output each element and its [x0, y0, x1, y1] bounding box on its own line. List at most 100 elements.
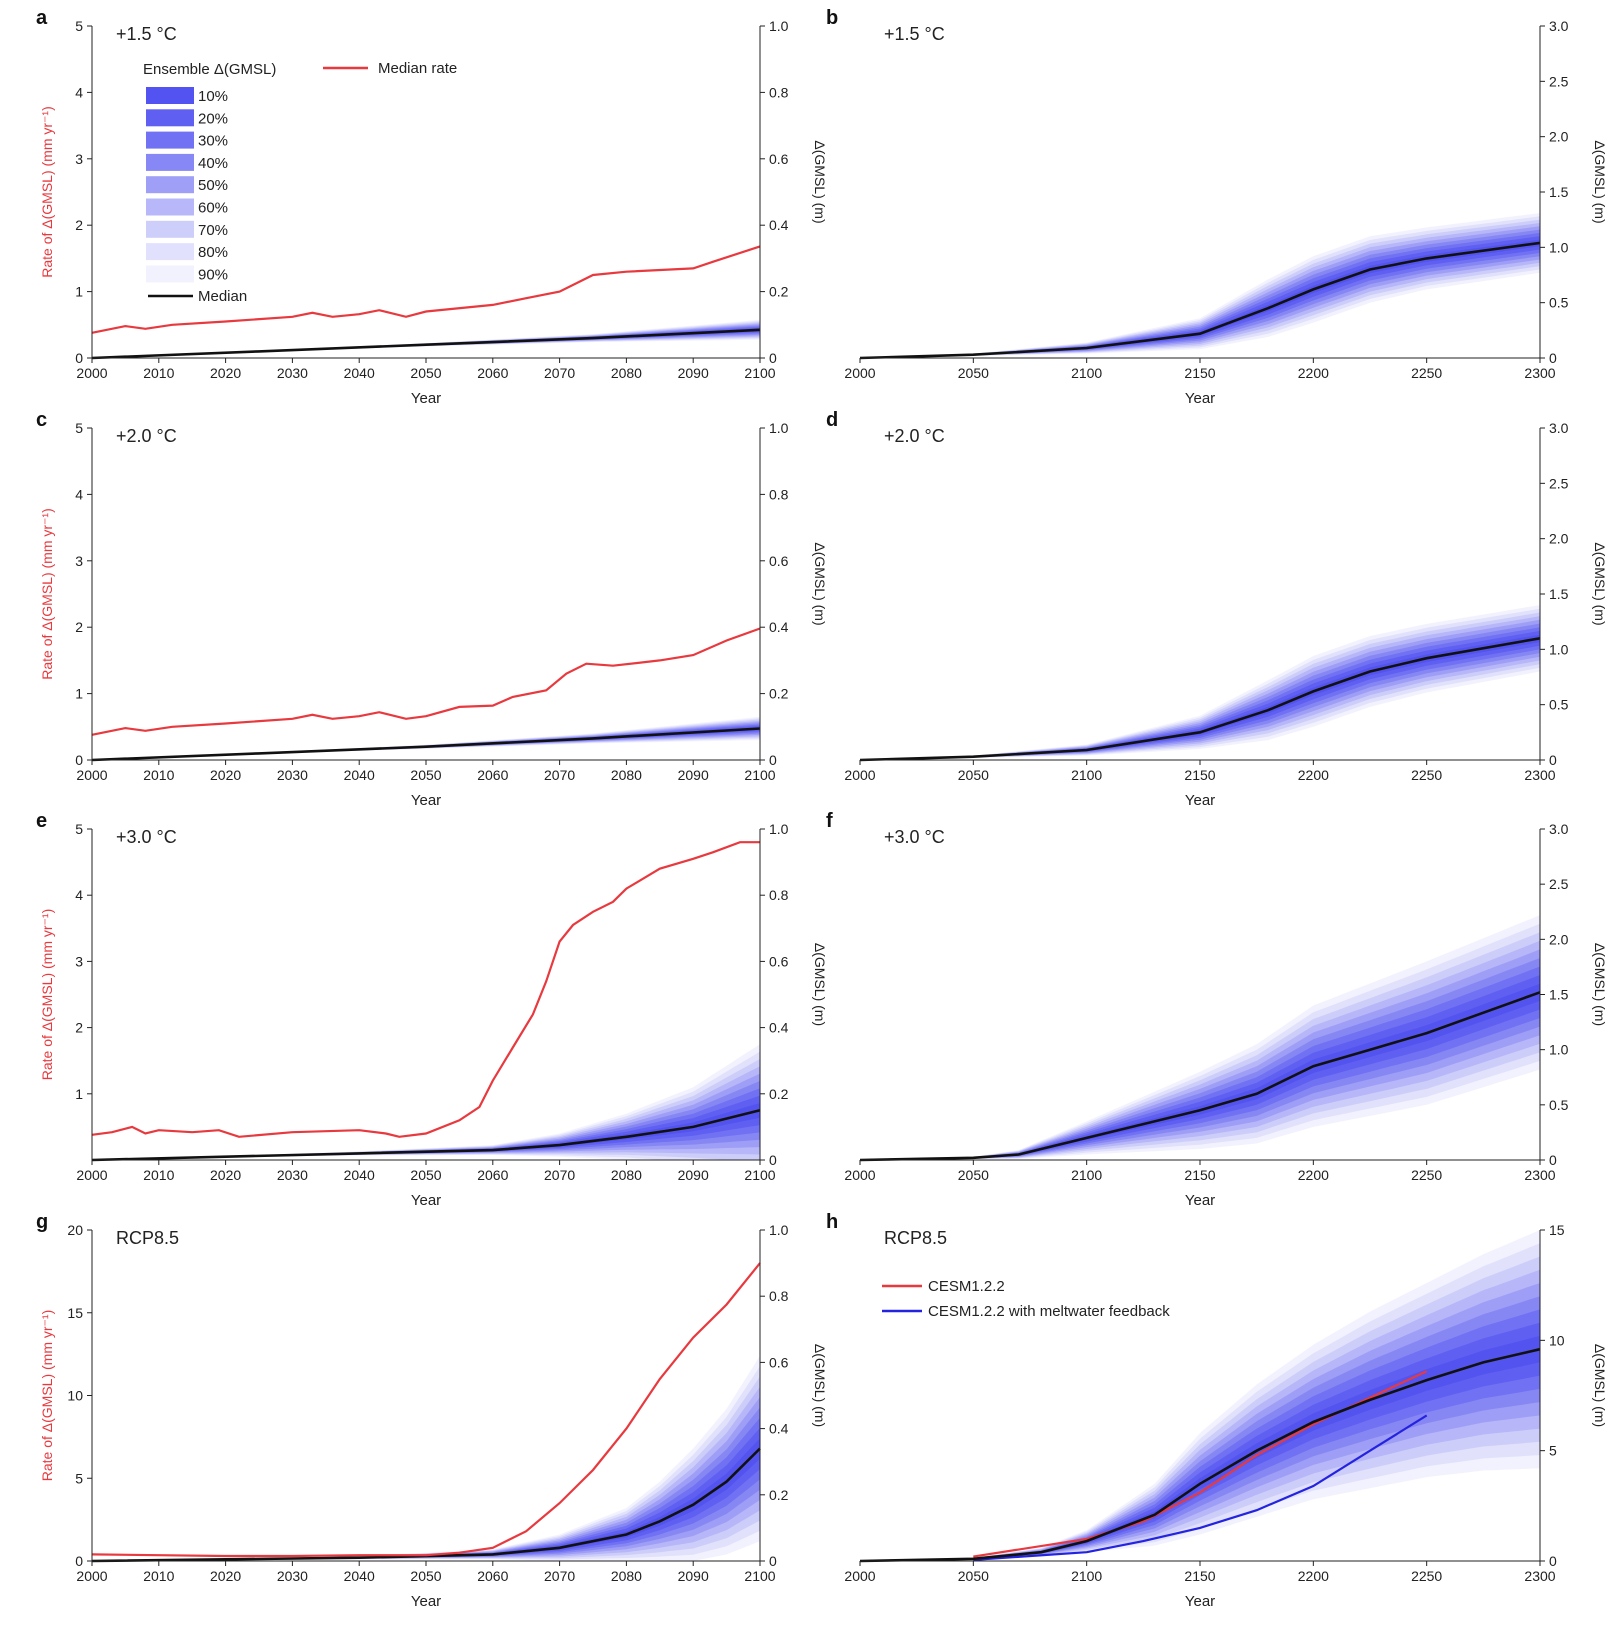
band-40pct: [860, 623, 1540, 760]
panel-letter: g: [36, 1211, 48, 1233]
band-90pct: [92, 319, 760, 358]
y2-tick-label: 15: [1549, 1222, 1565, 1238]
x-tick-label: 2090: [678, 365, 709, 381]
x-tick-label: 2030: [277, 1167, 308, 1183]
band-60pct: [92, 1066, 760, 1160]
band-70pct: [92, 719, 760, 760]
x-axis-label: Year: [1185, 1593, 1215, 1610]
y2-tick-label: 0: [769, 350, 777, 366]
x-tick-label: 2060: [477, 1568, 508, 1584]
y2-tick-label: 1.0: [1549, 1042, 1569, 1058]
panel-title: +3.0 °C: [116, 827, 177, 847]
x-tick-label: 2000: [76, 1568, 107, 1584]
y2-tick-label: 2.5: [1549, 876, 1569, 892]
x-tick-label: 2000: [844, 1568, 875, 1584]
x-axis-label: Year: [1185, 390, 1215, 407]
x-tick-label: 2080: [611, 767, 642, 783]
band-60pct: [860, 940, 1540, 1160]
x-tick-label: 2250: [1411, 1568, 1442, 1584]
band-50pct: [860, 949, 1540, 1160]
y2-axis-label: Δ(GMSL) (m): [1592, 140, 1608, 223]
y2-tick-label: 0.8: [769, 486, 789, 502]
x-tick-label: 2040: [344, 767, 375, 783]
band-50pct: [860, 1283, 1540, 1561]
x-tick-label: 2070: [544, 767, 575, 783]
x-tick-label: 2080: [611, 1167, 642, 1183]
y-axis-label: Rate of Δ(GMSL) (mm yr⁻¹): [39, 508, 55, 680]
band-30pct: [860, 1309, 1540, 1561]
y-tick-label: 5: [75, 821, 83, 837]
x-tick-label: 2010: [143, 767, 174, 783]
y2-tick-label: 0.6: [769, 151, 789, 167]
y2-tick-label: 3.0: [1549, 821, 1569, 837]
y-tick-label: 0: [75, 752, 83, 768]
ensemble-bands: [92, 319, 760, 358]
y-tick-label: 0: [75, 1553, 83, 1569]
y2-tick-label: 1.0: [1549, 641, 1569, 657]
y2-tick-label: 0.4: [769, 217, 789, 233]
band-80pct: [860, 608, 1540, 760]
y2-tick-label: 0: [1549, 350, 1557, 366]
x-tick-label: 2250: [1411, 365, 1442, 381]
panel-letter: h: [826, 1211, 838, 1233]
y-tick-label: 1: [75, 1086, 83, 1102]
ensemble-bands: [92, 1355, 760, 1561]
ensemble-bands: [860, 605, 1540, 760]
x-tick-label: 2040: [344, 1568, 375, 1584]
x-axis-label: Year: [411, 1593, 441, 1610]
median-line: [859, 1347, 1541, 1563]
legend-band-label: 10%: [198, 88, 228, 105]
legend-band-swatch: [146, 109, 194, 127]
x-tick-label: 2250: [1411, 1167, 1442, 1183]
x-tick-label: 2000: [844, 365, 875, 381]
x-tick-label: 2150: [1184, 767, 1215, 783]
y2-tick-label: 0.6: [769, 953, 789, 969]
x-tick-label: 2000: [76, 1167, 107, 1183]
band-80pct: [860, 216, 1540, 358]
band-90pct: [860, 915, 1540, 1160]
band-20pct: [860, 1322, 1540, 1561]
y2-tick-label: 1.0: [769, 1222, 789, 1238]
y2-tick-label: 5: [1549, 1443, 1557, 1459]
panel-title: +1.5 °C: [116, 24, 177, 44]
x-tick-label: 2040: [344, 1167, 375, 1183]
y-tick-label: 4: [75, 486, 83, 502]
median-rate-line: [91, 245, 761, 334]
y2-tick-label: 0: [1549, 1152, 1557, 1168]
panel-letter: e: [36, 810, 47, 832]
legend-band-swatch: [146, 198, 194, 216]
x-tick-label: 2000: [76, 767, 107, 783]
band-40pct: [860, 1296, 1540, 1561]
y2-tick-label: 1.0: [769, 18, 789, 34]
band-50pct: [92, 1073, 760, 1160]
y2-tick-label: 1.5: [1549, 184, 1569, 200]
y-tick-label: 4: [75, 887, 83, 903]
band-60pct: [860, 616, 1540, 760]
x-axis-label: Year: [411, 792, 441, 809]
x-tick-label: 2060: [477, 1167, 508, 1183]
y2-tick-label: 0.2: [769, 1487, 789, 1503]
band-10pct: [860, 634, 1540, 760]
y2-tick-label: 0.4: [769, 1421, 789, 1437]
panel-b: 2000 2050 2100 2150 2200 2250 2300 Year 0 0.5 1.0 1…: [826, 7, 1608, 407]
x-tick-label: 2090: [678, 767, 709, 783]
legend-median-label: Median: [198, 288, 247, 305]
x-tick-label: 2200: [1298, 1167, 1329, 1183]
band-60pct: [92, 720, 760, 760]
median-rate-line: [91, 841, 760, 1138]
x-tick-label: 2100: [1071, 1568, 1102, 1584]
x-tick-label: 2050: [410, 1568, 441, 1584]
y2-tick-label: 0.6: [769, 553, 789, 569]
legend-band-swatch: [146, 243, 194, 261]
y2-tick-label: 0.4: [769, 619, 789, 635]
x-tick-label: 2000: [844, 1167, 875, 1183]
panel-title: +2.0 °C: [884, 426, 945, 446]
x-tick-label: 2100: [1071, 365, 1102, 381]
band-30pct: [860, 232, 1540, 358]
legend-band-label: 60%: [198, 200, 228, 217]
band-50pct: [860, 619, 1540, 760]
x-tick-label: 2070: [544, 1167, 575, 1183]
x-tick-label: 2200: [1298, 767, 1329, 783]
y2-tick-label: 0.8: [769, 887, 789, 903]
legend-band-swatch: [146, 220, 194, 238]
